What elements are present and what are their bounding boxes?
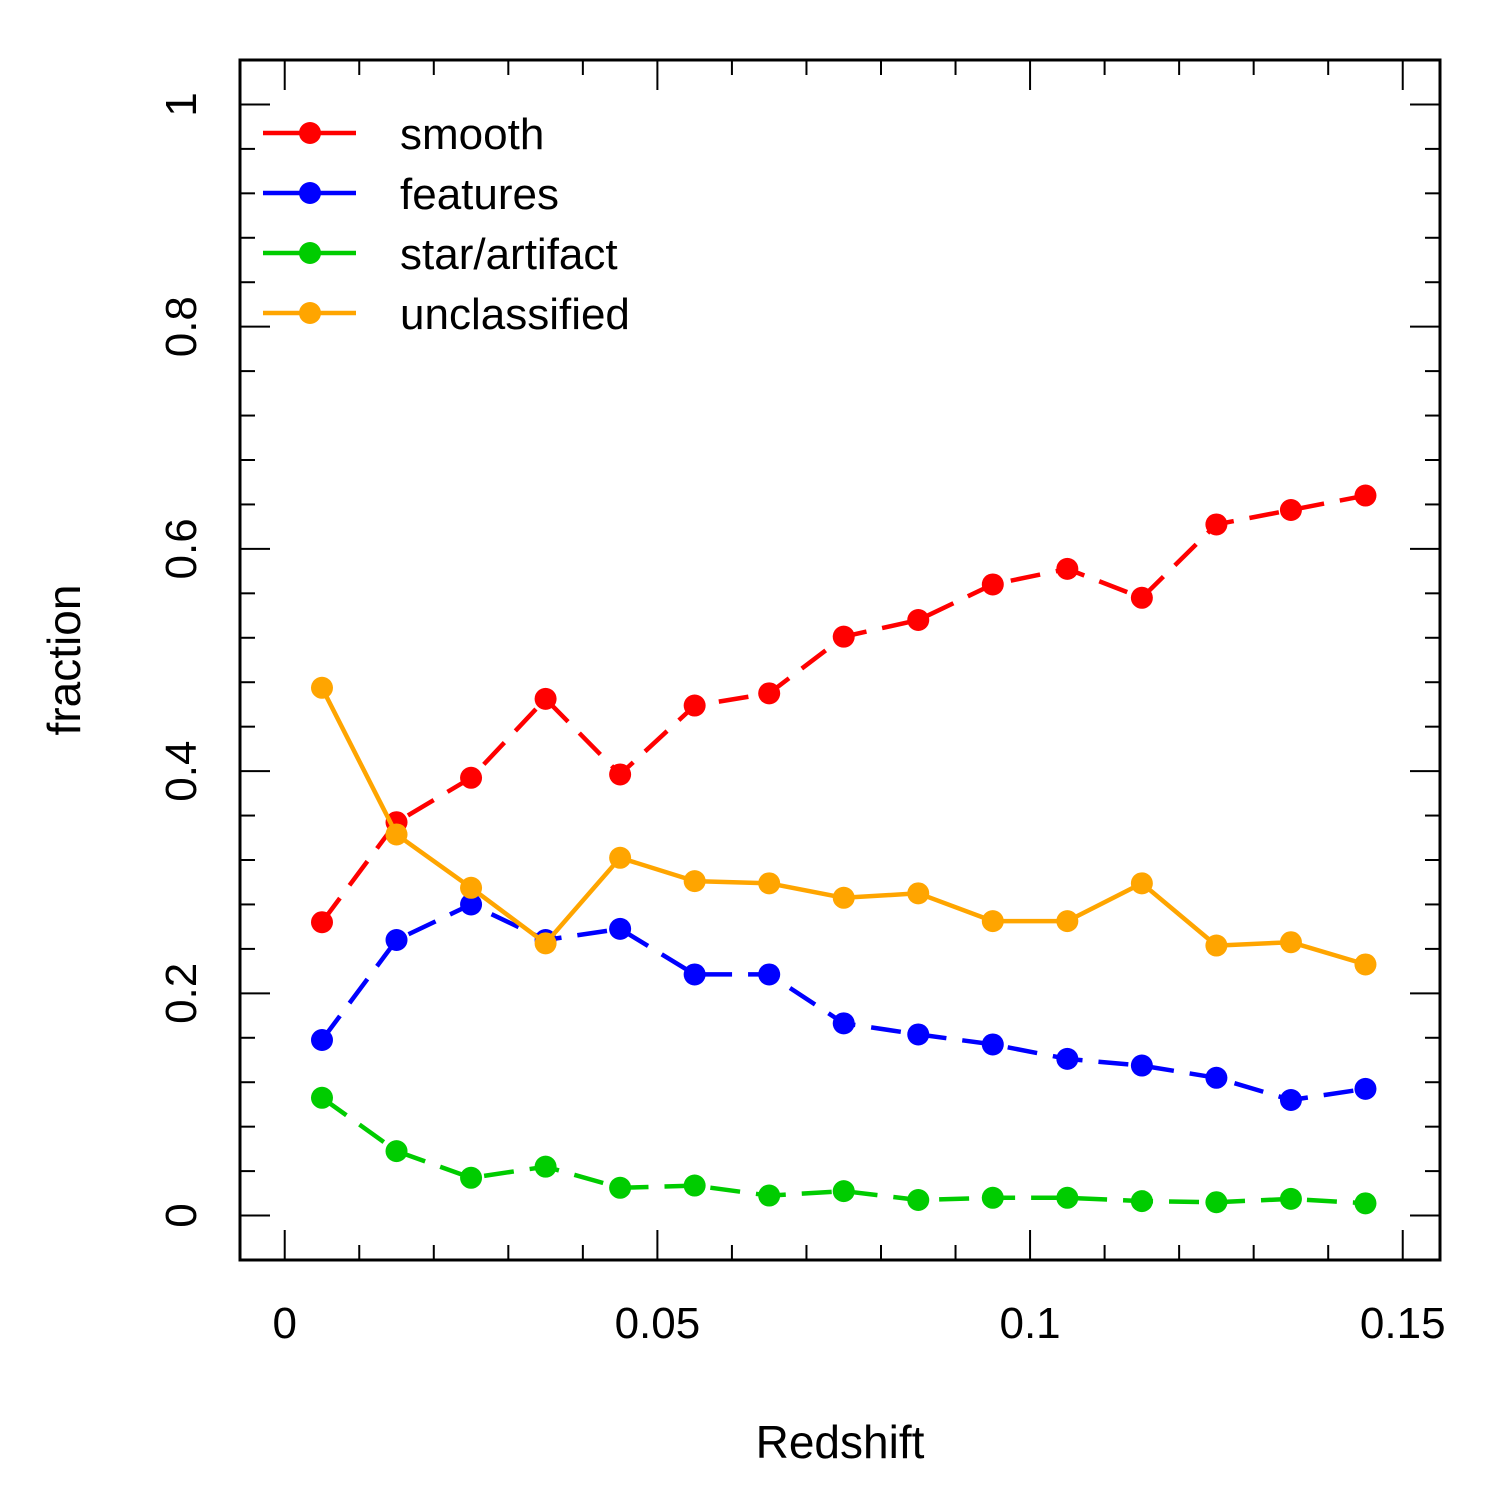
x-tick-label: 0.15 xyxy=(1360,1299,1446,1348)
data-point xyxy=(907,882,930,905)
data-point xyxy=(758,872,781,895)
data-point xyxy=(534,1155,557,1178)
y-axis-label: fraction xyxy=(38,585,90,736)
legend-item: unclassified xyxy=(263,290,630,339)
data-point xyxy=(1354,1192,1377,1215)
data-point xyxy=(832,1012,855,1035)
data-point xyxy=(758,1184,781,1207)
legend-label: smooth xyxy=(400,110,544,159)
data-point xyxy=(1056,1186,1079,1209)
series-unclassified xyxy=(310,676,1377,976)
legend-marker xyxy=(299,182,321,204)
data-point xyxy=(460,876,483,899)
data-point xyxy=(1354,953,1377,976)
data-point xyxy=(1279,499,1302,521)
data-point xyxy=(1056,910,1079,933)
data-point xyxy=(981,573,1004,596)
data-point xyxy=(1056,1047,1079,1070)
y-tick-label: 0 xyxy=(157,1203,206,1227)
data-point xyxy=(460,893,483,916)
data-point xyxy=(310,1086,333,1109)
y-tick-label: 0.6 xyxy=(157,518,206,579)
data-point xyxy=(758,963,781,986)
data-point xyxy=(758,682,781,705)
data-point xyxy=(1130,1054,1153,1077)
x-tick-label: 0.05 xyxy=(615,1299,701,1348)
data-point xyxy=(1205,934,1228,957)
data-point xyxy=(1130,586,1153,609)
data-point xyxy=(1354,484,1377,507)
series-features xyxy=(310,893,1377,1111)
data-point xyxy=(683,694,706,717)
data-point xyxy=(1130,1190,1153,1213)
data-point xyxy=(981,1033,1004,1056)
data-point xyxy=(981,1186,1004,1209)
legend-marker xyxy=(299,122,321,144)
legend: smooth features star/artifact unclassified xyxy=(263,110,630,339)
series-star-artifact xyxy=(310,1086,1377,1215)
data-point xyxy=(832,886,855,909)
legend-marker xyxy=(299,302,321,324)
data-point xyxy=(1279,1187,1302,1210)
y-tick-label: 0.2 xyxy=(157,963,206,1024)
data-point xyxy=(460,766,483,789)
axis-ticks xyxy=(240,59,1440,1261)
legend-label: star/artifact xyxy=(400,230,618,279)
legend-label: features xyxy=(400,170,559,219)
data-point xyxy=(310,676,333,699)
data-point xyxy=(385,1140,408,1163)
data-point xyxy=(1130,872,1153,895)
data-point xyxy=(609,917,632,940)
data-point xyxy=(1205,1066,1228,1089)
data-point xyxy=(683,870,706,893)
data-point xyxy=(534,932,557,955)
data-point xyxy=(1354,1077,1377,1100)
plot-frame xyxy=(238,58,1442,1262)
data-point xyxy=(1205,1191,1228,1214)
data-point xyxy=(609,846,632,869)
data-point xyxy=(1279,1089,1302,1111)
data-point xyxy=(981,910,1004,933)
data-point xyxy=(1279,931,1302,954)
y-tick-label: 0.8 xyxy=(157,296,206,357)
data-point xyxy=(310,911,333,934)
series-line xyxy=(320,1095,1366,1206)
tick-labels: 0 0.05 0.1 0.15 0 0.2 0.4 0.6 0.8 1 xyxy=(157,92,1446,1348)
data-point xyxy=(683,1174,706,1197)
series-layer xyxy=(310,484,1377,1215)
data-point xyxy=(385,823,408,846)
data-point xyxy=(609,1176,632,1199)
data-point xyxy=(609,763,632,786)
data-point xyxy=(907,609,930,631)
legend-item: smooth xyxy=(263,110,544,159)
legend-marker xyxy=(299,242,321,264)
x-tick-label: 0 xyxy=(272,1299,296,1348)
y-tick-label: 0.4 xyxy=(157,741,206,802)
data-point xyxy=(683,963,706,986)
data-point xyxy=(460,1166,483,1189)
data-point xyxy=(832,1180,855,1203)
legend-item: star/artifact xyxy=(263,230,618,279)
data-point xyxy=(907,1189,930,1211)
data-point xyxy=(1205,513,1228,536)
y-tick-label: 1 xyxy=(157,92,206,116)
x-axis-label: Redshift xyxy=(756,1416,925,1468)
legend-item: features xyxy=(263,170,559,219)
data-point xyxy=(534,687,557,710)
data-point xyxy=(1056,557,1079,580)
data-point xyxy=(385,929,408,951)
data-point xyxy=(310,1029,333,1051)
data-point xyxy=(832,625,855,648)
legend-label: unclassified xyxy=(400,290,630,339)
x-tick-label: 0.1 xyxy=(999,1299,1060,1348)
data-point xyxy=(907,1023,930,1046)
